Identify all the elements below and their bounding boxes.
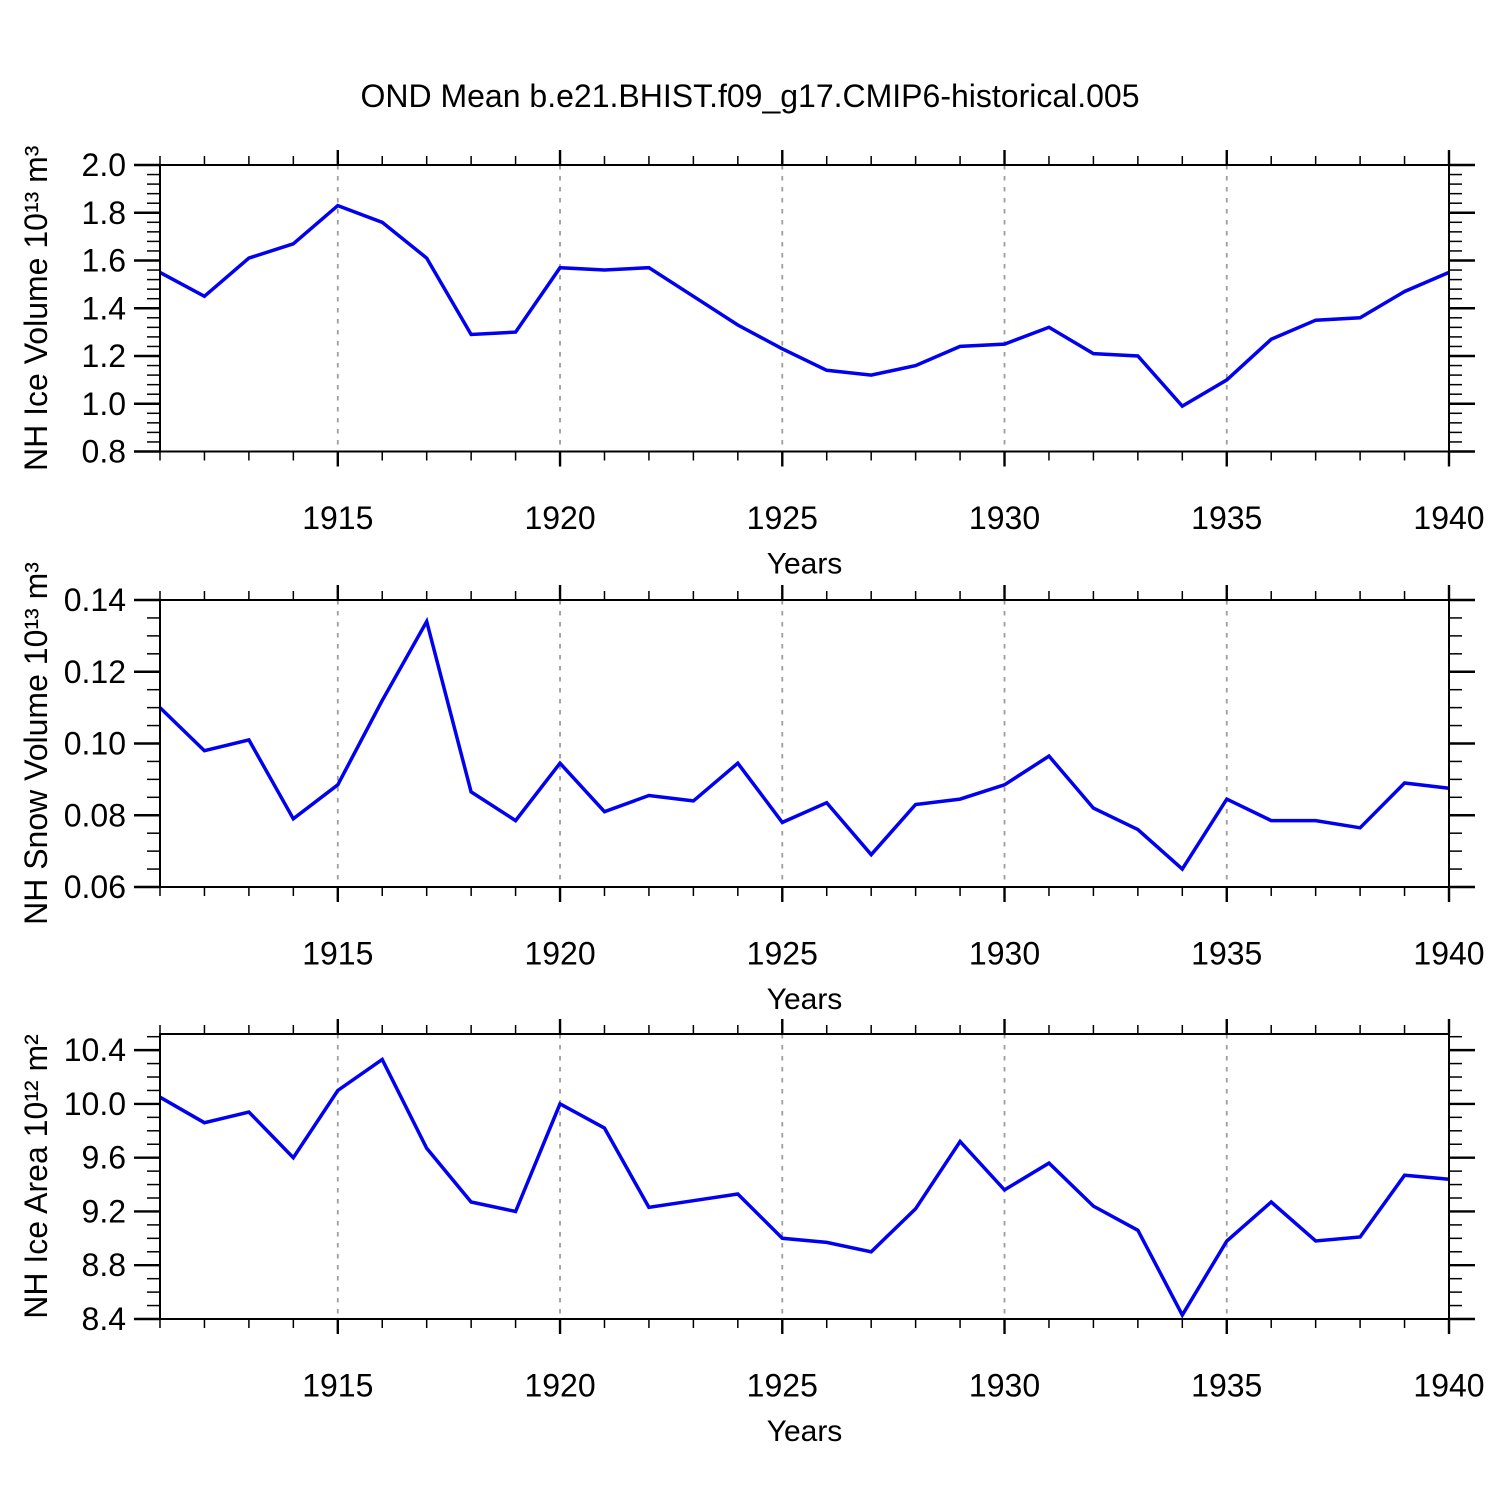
x-tick-label: 1940 bbox=[1413, 500, 1484, 536]
y-tick-labels: 8.4 8.8 9.2 9.6 10.0 10.4 bbox=[64, 1032, 126, 1337]
y-tick-label: 0.14 bbox=[64, 582, 126, 618]
y-axis-title: NH Ice Area 10¹² m² bbox=[18, 1034, 54, 1319]
plot-title: OND Mean b.e21.BHIST.f09_g17.CMIP6-histo… bbox=[360, 78, 1140, 114]
x-tick-label: 1940 bbox=[1413, 1368, 1484, 1404]
x-tick-labels: 1915 1920 1925 1930 1935 1940 bbox=[302, 1368, 1484, 1404]
x-tick-label: 1930 bbox=[969, 936, 1040, 972]
y-tick-label: 0.08 bbox=[64, 797, 126, 833]
y-tick-labels: 0.06 0.08 0.10 0.12 0.14 bbox=[64, 582, 126, 905]
x-tick-label: 1925 bbox=[747, 936, 818, 972]
x-axis-title: Years bbox=[767, 548, 843, 581]
y-axis-title: NH Snow Volume 10¹³ m³ bbox=[18, 562, 54, 925]
nh-ice-area-panel: 8.4 8.8 9.2 9.6 10.0 10.4 1915 1920 1925 1930 1935… bbox=[18, 1019, 1485, 1448]
y-tick-label: 8.8 bbox=[82, 1247, 126, 1283]
y-tick-label: 9.6 bbox=[82, 1140, 126, 1176]
plot-frame bbox=[159, 1033, 1450, 1320]
x-tick-label: 1930 bbox=[969, 1368, 1040, 1404]
nh-ice-volume-line bbox=[159, 203, 1450, 409]
y-tick-label: 1.8 bbox=[82, 195, 126, 231]
x-tick-label: 1915 bbox=[302, 500, 373, 536]
x-tick-label: 1930 bbox=[969, 500, 1040, 536]
x-tick-label: 1940 bbox=[1413, 936, 1484, 972]
y-tick-label: 0.8 bbox=[82, 434, 126, 470]
nh-snow-volume-panel: 0.06 0.08 0.10 0.12 0.14 1915 1920 1925 1930 1935… bbox=[18, 562, 1485, 1016]
x-tick-label: 1925 bbox=[747, 1368, 818, 1404]
x-tick-label: 1920 bbox=[524, 936, 595, 972]
y-tick-label: 2.0 bbox=[82, 147, 126, 183]
y-tick-label: 0.10 bbox=[64, 726, 126, 762]
x-tick-label: 1915 bbox=[302, 1368, 373, 1404]
x-axis-title: Years bbox=[767, 1415, 843, 1448]
y-tick-label: 0.12 bbox=[64, 654, 126, 690]
x-tick-label: 1935 bbox=[1191, 1368, 1262, 1404]
axis-ticks bbox=[134, 150, 1475, 467]
axis-ticks bbox=[134, 585, 1475, 902]
y-tick-label: 1.6 bbox=[82, 243, 126, 279]
x-tick-label: 1920 bbox=[524, 1368, 595, 1404]
x-axis-title: Years bbox=[767, 983, 843, 1016]
y-tick-labels: 0.8 1.0 1.2 1.4 1.6 1.8 2.0 bbox=[82, 147, 126, 470]
x-tick-labels: 1915 1920 1925 1930 1935 1940 bbox=[302, 500, 1484, 536]
axis-ticks bbox=[134, 1019, 1475, 1334]
y-tick-label: 9.2 bbox=[82, 1193, 126, 1229]
x-tick-label: 1915 bbox=[302, 936, 373, 972]
x-tick-label: 1935 bbox=[1191, 936, 1262, 972]
nh-snow-volume-line bbox=[158, 616, 1450, 872]
y-tick-label: 10.0 bbox=[64, 1086, 126, 1122]
y-tick-label: 1.2 bbox=[82, 338, 126, 374]
y-tick-label: 10.4 bbox=[64, 1032, 126, 1068]
y-tick-label: 0.06 bbox=[64, 869, 126, 905]
plot-frame bbox=[159, 599, 1450, 888]
x-tick-label: 1935 bbox=[1191, 500, 1262, 536]
x-tick-labels: 1915 1920 1925 1930 1935 1940 bbox=[302, 936, 1484, 972]
y-axis-title: NH Ice Volume 10¹³ m³ bbox=[18, 145, 54, 471]
y-tick-label: 1.0 bbox=[82, 386, 126, 422]
plot-frame bbox=[159, 164, 1450, 453]
x-tick-label: 1920 bbox=[524, 500, 595, 536]
nh-ice-area-line bbox=[159, 1056, 1450, 1319]
y-tick-label: 1.4 bbox=[82, 290, 126, 326]
nh-ice-volume-panel: 0.8 1.0 1.2 1.4 1.6 1.8 2.0 1915 1920 1925 1930 193… bbox=[18, 145, 1485, 580]
x-tick-label: 1925 bbox=[747, 500, 818, 536]
y-tick-label: 8.4 bbox=[82, 1301, 126, 1337]
